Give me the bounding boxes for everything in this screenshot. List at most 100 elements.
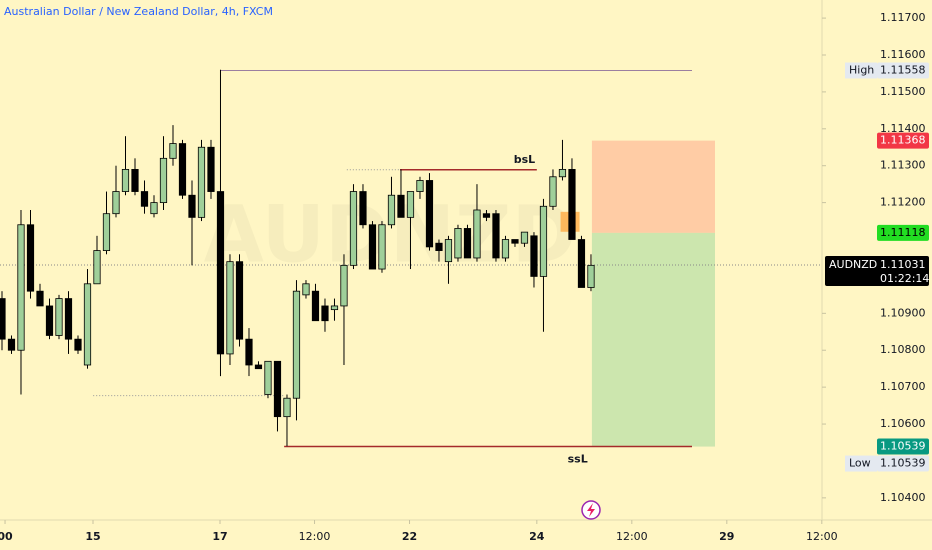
candle-body	[482, 213, 491, 218]
price-label-value: 1.11118	[880, 226, 926, 239]
price-label-value: 1.11031	[880, 258, 926, 271]
candle-body	[416, 180, 424, 192]
candle-body	[387, 194, 396, 226]
candle-body	[55, 298, 63, 336]
x-tick-label: 29	[719, 530, 734, 543]
candle-body	[444, 239, 453, 263]
candle-body	[226, 261, 234, 355]
candle-body	[102, 213, 111, 251]
candle-body	[207, 146, 215, 192]
candle-body	[112, 191, 120, 215]
y-tick-label: 1.11500	[880, 85, 926, 98]
price-label-box	[877, 438, 929, 455]
x-tick-label: 12:00	[299, 530, 331, 543]
candle-body	[36, 290, 44, 307]
candle-body	[473, 209, 481, 259]
candle-body	[197, 146, 206, 218]
candle-body	[26, 224, 35, 292]
price-label-name: High	[849, 63, 874, 76]
candle-body	[302, 283, 310, 296]
price-label-value: 1.10539	[880, 457, 926, 470]
candle-body	[501, 239, 510, 259]
candle-body	[273, 360, 282, 418]
candle-body	[169, 143, 177, 159]
candle-body	[378, 224, 386, 270]
candle-body	[425, 180, 434, 248]
candle-body	[520, 231, 529, 244]
candle-body	[235, 261, 244, 340]
y-tick-label: 1.10400	[880, 491, 926, 504]
candle-body	[330, 305, 339, 311]
annotation: bsL	[514, 153, 535, 166]
x-tick-label: 12:00	[806, 530, 838, 543]
price-label-box	[825, 255, 929, 286]
candle-body	[178, 143, 187, 196]
y-tick-label: 1.11400	[880, 122, 926, 135]
y-tick-label: 1.11600	[880, 48, 926, 61]
candle-body	[74, 338, 82, 351]
candle-body	[188, 194, 196, 218]
x-tick-label: 00	[0, 530, 13, 543]
target-zone	[591, 232, 715, 447]
candle-body	[292, 290, 301, 399]
chart-title: Australian Dollar / New Zealand Dollar, …	[4, 5, 273, 18]
candle-body	[283, 397, 291, 418]
candle-body	[340, 264, 348, 307]
price-label-value: 1.11558	[880, 63, 926, 76]
x-tick-label: 15	[85, 530, 100, 543]
candle-body	[83, 283, 92, 366]
candle-body	[435, 242, 443, 251]
candle-body	[558, 168, 567, 178]
candle-body	[17, 224, 25, 351]
candle-body	[121, 168, 130, 192]
candle-body	[93, 250, 101, 285]
candle-body	[254, 364, 263, 370]
price-label-value: 1.11368	[880, 134, 926, 147]
alert-icon[interactable]	[581, 500, 601, 520]
candle-body	[549, 176, 557, 207]
candle-body	[406, 191, 415, 218]
candle-body	[492, 213, 500, 259]
candle-body	[64, 298, 73, 340]
x-tick-label: 12:00	[616, 530, 648, 543]
price-label-name-box	[845, 62, 877, 79]
candle-body	[159, 157, 168, 204]
price-label-box	[877, 455, 929, 472]
candle-body	[0, 298, 6, 340]
candle-body	[511, 239, 519, 244]
candle-body	[530, 235, 538, 277]
y-tick-label: 1.10900	[880, 306, 926, 319]
price-label-name-box	[845, 455, 877, 472]
annotation: ssL	[568, 453, 588, 466]
y-tick-label: 1.10600	[880, 417, 926, 430]
candle-body	[568, 168, 576, 240]
price-label-name: Low	[849, 457, 871, 470]
candle-body	[539, 205, 548, 277]
candle-body	[216, 191, 225, 355]
stop-zone	[591, 140, 715, 233]
y-tick-label: 1.10800	[880, 343, 926, 356]
y-tick-label: 1.11300	[880, 159, 926, 172]
candle-body	[454, 228, 462, 259]
candle-body	[577, 239, 586, 288]
candle-body	[7, 338, 16, 351]
candle-body	[131, 168, 139, 192]
y-tick-label: 1.11700	[880, 11, 926, 24]
y-tick-label: 1.11200	[880, 196, 926, 209]
candle-body	[463, 228, 472, 259]
candle-body	[150, 202, 158, 215]
candle-body	[45, 305, 54, 336]
candle-body	[264, 360, 272, 395]
x-tick-label: 22	[402, 530, 417, 543]
countdown: 01:22:14	[880, 272, 929, 285]
candle-body	[140, 191, 149, 207]
candle-body	[311, 290, 320, 322]
price-label-box	[877, 132, 929, 149]
price-label-box	[877, 62, 929, 79]
x-tick-label: 17	[212, 530, 227, 543]
candle-body	[397, 194, 405, 218]
candle-body	[359, 191, 367, 226]
x-tick-label: 24	[529, 530, 545, 543]
y-tick-label: 1.10700	[880, 380, 926, 393]
